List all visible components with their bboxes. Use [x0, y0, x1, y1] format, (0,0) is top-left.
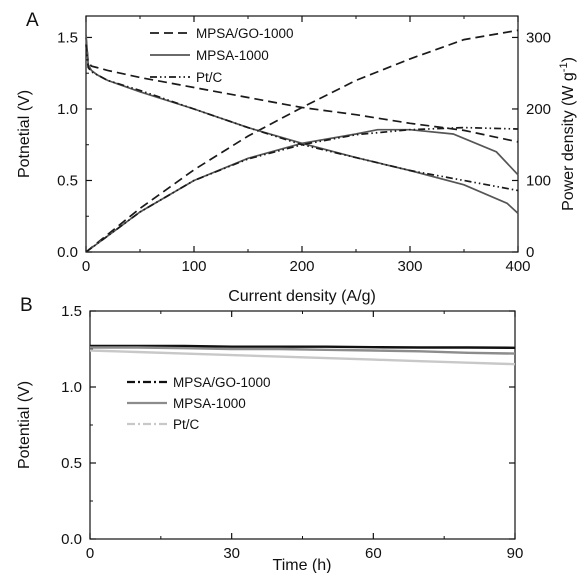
y2-tick-label: 300 [526, 29, 551, 46]
x-tick-label: 60 [365, 545, 382, 562]
legend-label: MPSA-1000 [196, 48, 269, 63]
x-tick-label: 400 [505, 258, 530, 275]
x-tick-label: 100 [181, 258, 206, 275]
panel-b-letter: B [20, 295, 33, 316]
panel-a-series [85, 29, 519, 253]
series-line-mpsa-1000-polarization [85, 34, 519, 215]
x-tick-label: 300 [397, 258, 422, 275]
y-tick-label: 0.0 [61, 531, 82, 548]
series-line-pt-c-polarization [85, 44, 519, 192]
y-tick-label: 1.5 [57, 29, 78, 46]
panel-a-right-y-axis-label: Power density (W g-1) [558, 57, 577, 211]
x-tick-label: 90 [507, 545, 524, 562]
series-line-mpsa-go-1000 [90, 344, 516, 349]
series-line-pt-c-power [85, 126, 519, 253]
y-tick-label: 0.5 [61, 455, 82, 472]
series-line-mpsa-1000 [90, 346, 516, 355]
panel-b-legend: MPSA/GO-1000 MPSA-1000 Pt/C [127, 375, 271, 432]
panel-a-y-axis-label: Potnetial (V) [16, 90, 33, 178]
legend-label: Pt/C [196, 70, 223, 85]
panel-a: A 0 100 200 300 400 0.0 0.5 1.0 1.5 0 100 200 300 MP… [16, 10, 577, 305]
legend-label: MPSA-1000 [173, 396, 246, 411]
panel-b-series [89, 344, 516, 366]
legend-label: Pt/C [173, 417, 200, 432]
y-tick-label: 0.0 [57, 244, 78, 261]
panel-a-ticks: 0 100 200 300 400 0.0 0.5 1.0 1.5 0 100 200 300 [57, 16, 551, 275]
panel-b-y-axis-label: Potential (V) [16, 381, 33, 469]
panel-a-letter: A [26, 10, 39, 31]
x-tick-label: 0 [82, 258, 90, 275]
panel-a-legend: MPSA/GO-1000 MPSA-1000 Pt/C [150, 26, 294, 85]
x-tick-label: 30 [223, 545, 240, 562]
series-line-mpsa-go-1000-power [85, 29, 519, 253]
y2-tick-label: 100 [526, 172, 551, 189]
y-tick-label: 1.5 [61, 303, 82, 320]
panel-b-x-axis-label: Time (h) [273, 557, 332, 573]
series-line-mpsa-1000-power [85, 128, 519, 253]
x-tick-label: 0 [86, 545, 94, 562]
series-line-mpsa-go-1000-polarization [85, 37, 519, 143]
y-tick-label: 0.5 [57, 172, 78, 189]
y2-tick-label: 200 [526, 101, 551, 118]
x-tick-label: 200 [289, 258, 314, 275]
legend-label: MPSA/GO-1000 [196, 26, 294, 41]
y-tick-label: 1.0 [57, 101, 78, 118]
y2-tick-label: 0 [526, 244, 534, 261]
panel-b: B 0 30 60 90 0.0 0.5 1.0 1.5 MPSA/GO-1000 MPSA-1… [16, 295, 523, 573]
y-tick-label: 1.0 [61, 379, 82, 396]
panel-a-x-axis-label: Current density (A/g) [228, 288, 376, 305]
series-line-pt-c [89, 349, 516, 366]
panel-b-ticks: 0 30 60 90 0.0 0.5 1.0 1.5 [61, 303, 523, 562]
legend-label: MPSA/GO-1000 [173, 375, 271, 390]
